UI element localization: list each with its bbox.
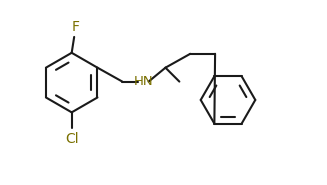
- Text: HN: HN: [133, 75, 153, 88]
- Text: F: F: [71, 20, 79, 34]
- Text: Cl: Cl: [65, 132, 78, 146]
